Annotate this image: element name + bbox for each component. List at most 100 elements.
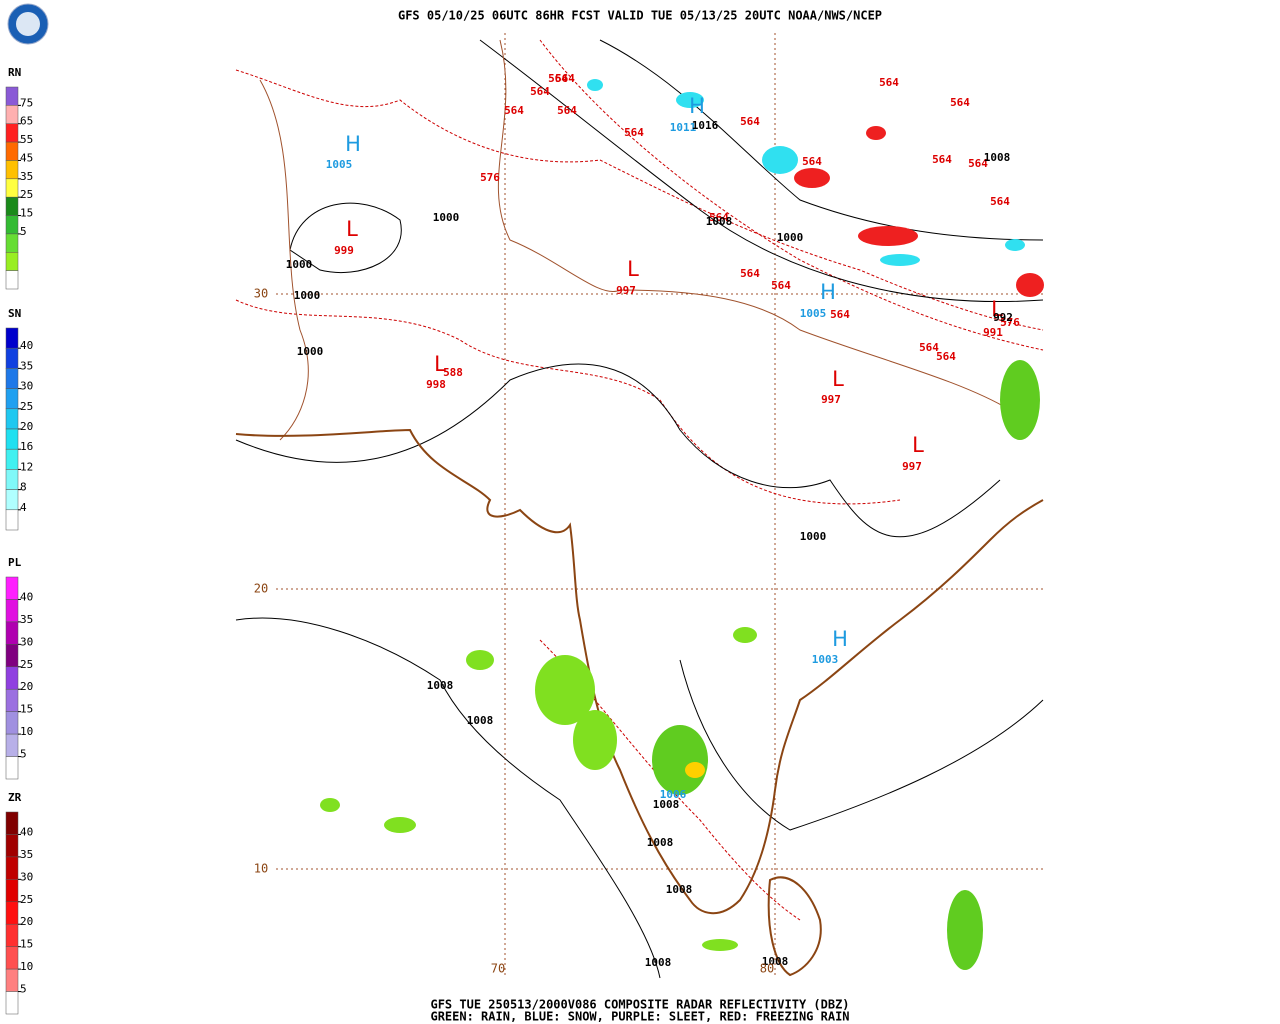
legend-tick-label: 75	[20, 96, 33, 109]
legend-tick-label: 25	[20, 400, 33, 413]
noaa-logo-inner	[16, 12, 40, 36]
map-label: 564	[530, 85, 550, 98]
legend-swatch	[5, 733, 19, 757]
map-label: 1008	[645, 956, 672, 969]
map-label: 1003	[812, 653, 839, 666]
legend-swatch	[5, 196, 19, 216]
map-label: 564	[557, 104, 577, 117]
map-label: 20	[254, 582, 268, 596]
legend-swatch	[5, 141, 19, 161]
thickness-line	[235, 69, 1044, 331]
isobar	[235, 363, 1001, 538]
map-label: 70	[491, 962, 505, 976]
radar-echo	[1016, 273, 1044, 297]
radar-echo	[1005, 239, 1025, 251]
legend-tick-label: 5	[20, 748, 27, 761]
legend-tick-label: 5	[20, 225, 27, 238]
legend-swatch	[5, 428, 19, 450]
legend-tick-label: 35	[20, 170, 33, 183]
map-label: 564	[555, 72, 575, 85]
radar-echo	[858, 226, 918, 246]
isobar	[679, 659, 1044, 831]
legend-swatch	[5, 270, 19, 290]
map-label: 80	[760, 962, 774, 976]
map-label: 1000	[294, 289, 321, 302]
legend-tick-label: 40	[20, 825, 33, 838]
map-label: 564	[830, 308, 850, 321]
legend-tick-label: 35	[20, 848, 33, 861]
map-label: 564	[771, 279, 791, 292]
map-label: 1008	[427, 679, 454, 692]
legend-tick-label: 15	[20, 938, 33, 951]
map-label: 564	[504, 104, 524, 117]
legend-tick-label: 15	[20, 207, 33, 220]
legend-tick-label: 65	[20, 115, 33, 128]
pressure-center: H	[689, 94, 705, 118]
legend-swatch	[5, 347, 19, 369]
map-label: 564	[709, 211, 729, 224]
map-label: 564	[740, 115, 760, 128]
map-label: 1000	[777, 231, 804, 244]
coastline	[767, 876, 822, 977]
radar-echo	[320, 798, 340, 812]
border	[259, 39, 1011, 441]
map-label: 576	[480, 171, 500, 184]
pressure-center: L	[434, 352, 446, 376]
map-label: 588	[443, 366, 463, 379]
legend-swatch	[5, 105, 19, 124]
map-label: 564	[936, 350, 956, 363]
map-label: 1006	[660, 788, 687, 801]
map-label: 10	[254, 862, 268, 876]
map-frame	[236, 33, 1043, 978]
radar-echo	[535, 655, 595, 725]
legend-tick-label: 20	[20, 680, 33, 693]
isobar	[479, 39, 1044, 303]
footer-line: GREEN: RAIN, BLUE: SNOW, PURPLE: SLEET, …	[430, 1010, 849, 1024]
map-label: 30	[254, 287, 268, 301]
radar-echo	[573, 710, 617, 770]
legend-tick-label: 40	[20, 339, 33, 352]
radar-echo	[685, 762, 705, 778]
legend-title: RN	[8, 66, 21, 79]
legend-swatch	[5, 644, 19, 668]
footer-line: GFS TUE 250513/2000V086 COMPOSITE RADAR …	[430, 998, 849, 1012]
map-label: 1000	[297, 345, 324, 358]
radar-echo	[794, 168, 830, 188]
map-label: 1000	[286, 258, 313, 271]
legend-swatch	[5, 901, 19, 925]
map-label: 1000	[800, 530, 827, 543]
map-label: 997	[821, 393, 841, 406]
pressure-center: H	[345, 132, 361, 156]
legend-swatch	[5, 856, 19, 880]
pressure-center: L	[832, 367, 844, 391]
radar-echo	[733, 627, 757, 643]
legend-swatch	[5, 811, 19, 835]
legend-tick-label: 20	[20, 915, 33, 928]
legend-swatch	[5, 215, 19, 235]
radar-echo	[702, 939, 738, 951]
pressure-center: L	[627, 257, 639, 281]
legend-tick-label: 55	[20, 133, 33, 146]
map-label: 564	[919, 341, 939, 354]
legend-swatch	[5, 489, 19, 511]
legend-tick-label: 16	[20, 440, 33, 453]
header-title: GFS 05/10/25 06UTC 86HR FCST VALID TUE 0…	[398, 9, 882, 23]
legend-tick-label: 15	[20, 703, 33, 716]
legend-tick-label: 30	[20, 870, 33, 883]
radar-echo	[947, 890, 983, 970]
map-label: 1005	[326, 158, 353, 171]
legend-tick-label: 35	[20, 613, 33, 626]
legend-tick-label: 35	[20, 359, 33, 372]
map-label: 1011	[670, 121, 697, 134]
map-label: 1008	[647, 836, 674, 849]
legend-tick-label: 8	[20, 481, 27, 494]
thickness-line	[539, 39, 1044, 351]
map-label: 1008	[467, 714, 494, 727]
legend-tick-label: 5	[20, 983, 27, 996]
legend-tick-label: 4	[20, 501, 27, 514]
legend-tick-label: 30	[20, 380, 33, 393]
legend-swatch	[5, 621, 19, 645]
thickness-line	[235, 299, 901, 505]
isobar	[235, 617, 661, 979]
legend-title: PL	[8, 556, 22, 569]
